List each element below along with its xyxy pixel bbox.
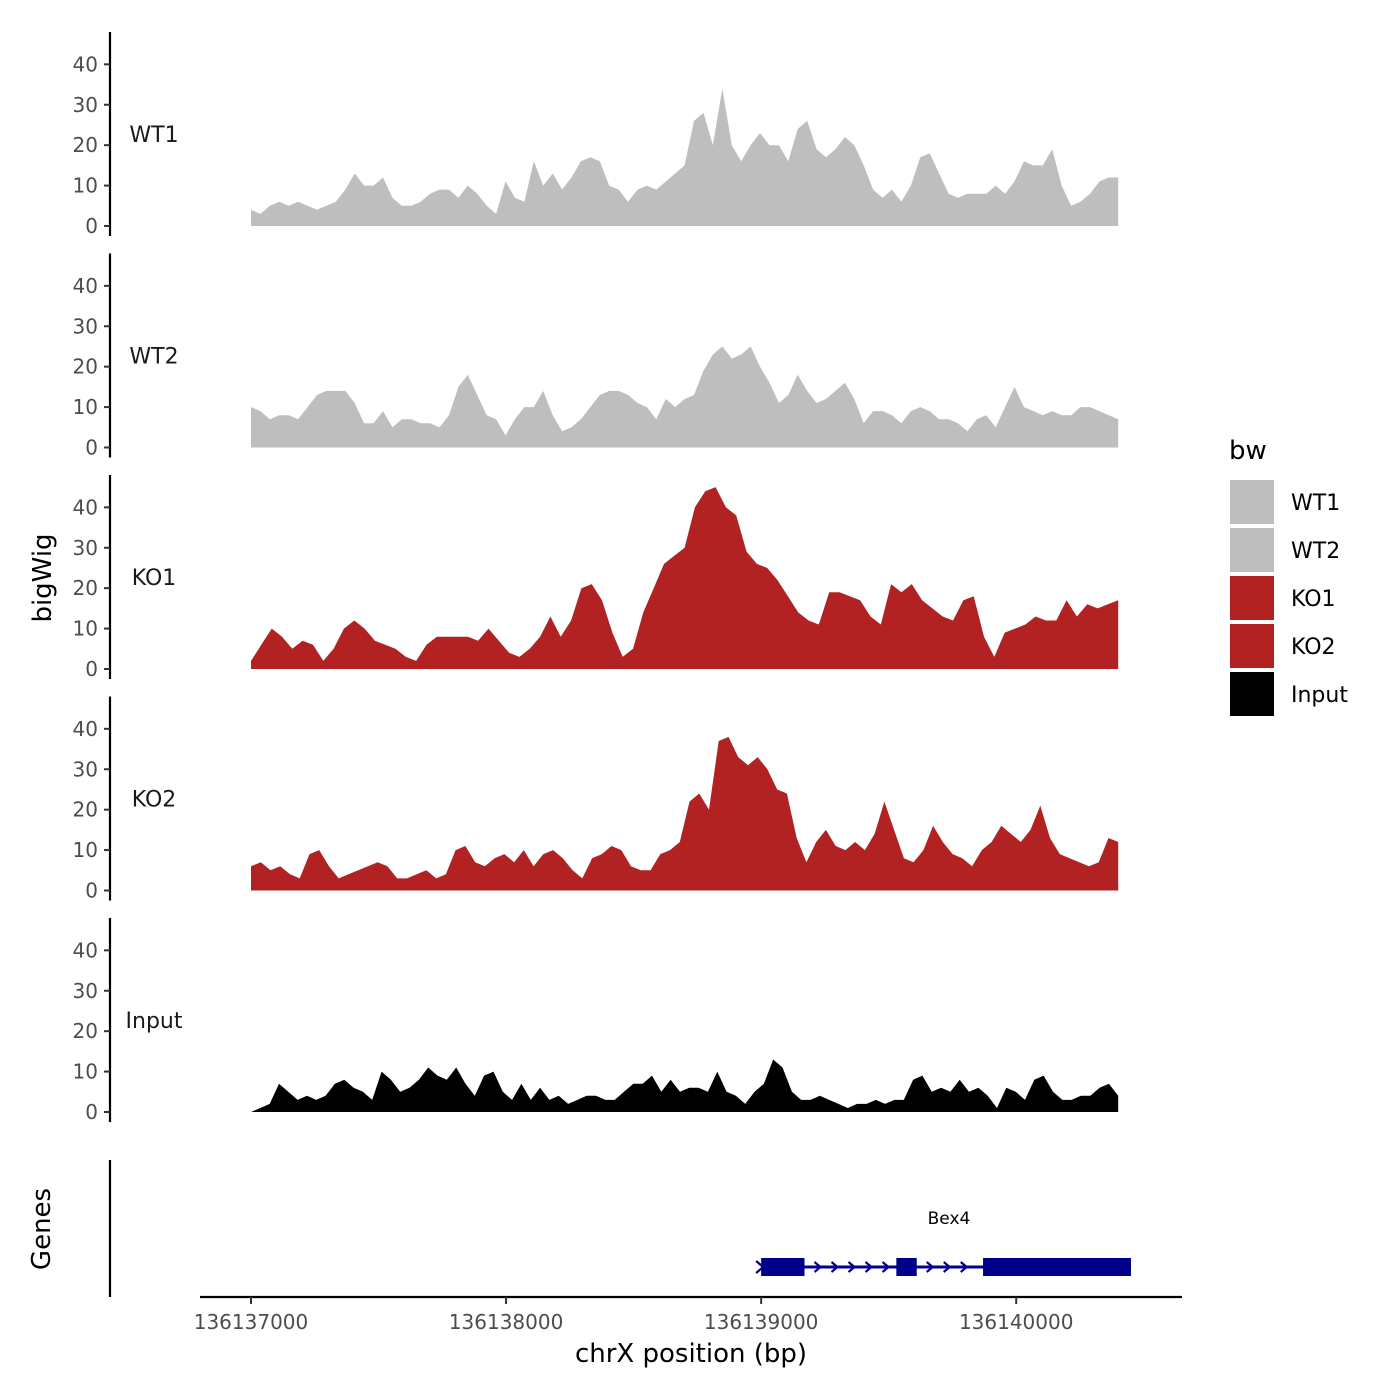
x-tick-label: 136138000 [449, 1310, 564, 1334]
strand-chevron [847, 1261, 857, 1273]
track-input: 0 10 20 30 40 Input [73, 918, 1119, 1124]
track-ko2: 0 10 20 30 40 KO2 [73, 696, 1119, 903]
strand-chevron [943, 1261, 952, 1273]
y-axis-title: bigWig [28, 533, 58, 622]
legend: bw WT1 WT2 KO1 KO2 Input [1229, 436, 1348, 716]
y-tick-label: 10 [73, 1060, 98, 1084]
x-axis: chrX position (bp) 136137000 136138000 136… [194, 1295, 1182, 1369]
y-tick-label: 20 [73, 1019, 98, 1043]
y-tick-label: 10 [73, 617, 98, 641]
gene-label-bex4: Bex4 [928, 1209, 971, 1229]
signal-area-ko1 [251, 487, 1119, 669]
strand-chevron [960, 1261, 969, 1273]
track-label-ko1: KO1 [132, 566, 177, 591]
y-tick-label: 40 [73, 717, 98, 741]
strand-chevron [813, 1261, 823, 1273]
y-tick-label: 40 [73, 495, 98, 519]
signal-area-ko2 [251, 736, 1119, 891]
y-tick-label: 30 [73, 93, 98, 117]
y-tick-label: 40 [73, 52, 98, 76]
y-tick-label: 0 [85, 214, 98, 238]
legend-label-wt2: WT2 [1291, 539, 1340, 564]
gene-model [755, 1258, 1131, 1276]
y-tick-label: 40 [73, 274, 98, 298]
gene-exon-1 [761, 1258, 805, 1276]
signal-area-wt2 [251, 346, 1119, 448]
gene-track-panel: Genes Bex4 [27, 1160, 1131, 1297]
track-ko1: 0 10 20 30 40 KO1 [73, 475, 1119, 681]
y-tick-label: 0 [85, 436, 98, 460]
x-tick-label: 136140000 [959, 1310, 1074, 1334]
y-tick-label: 20 [73, 133, 98, 157]
strand-chevron [830, 1261, 840, 1273]
strand-chevron [926, 1261, 935, 1273]
gene-exon-3 [983, 1258, 1131, 1276]
y-tick-label: 40 [73, 938, 98, 962]
track-label-input: Input [126, 1009, 183, 1034]
y-tick-label: 30 [73, 979, 98, 1003]
track-label-wt2: WT2 [129, 345, 178, 370]
legend-swatch-ko2 [1230, 624, 1274, 668]
gene-exon-2 [896, 1258, 917, 1276]
y-tick-label: 30 [73, 536, 98, 560]
y-tick-label: 20 [73, 355, 98, 379]
signal-area-input [251, 1059, 1119, 1112]
legend-label-input: Input [1291, 683, 1348, 708]
legend-swatch-ko1 [1230, 576, 1274, 620]
legend-title: bw [1229, 436, 1267, 466]
tracks: 0 10 20 30 40 WT1 0 10 20 30 40 WT2 0 10 20 30 40 KO1 0 10 2… [73, 32, 1119, 1124]
legend-label-wt1: WT1 [1291, 491, 1340, 516]
y-tick-label: 20 [73, 798, 98, 822]
y-tick-label: 10 [73, 395, 98, 419]
track-label-wt1: WT1 [129, 123, 178, 148]
strand-chevron [864, 1261, 874, 1273]
strand-chevron [881, 1261, 891, 1273]
y-tick-label: 30 [73, 314, 98, 338]
legend-label-ko1: KO1 [1291, 587, 1336, 612]
track-label-ko2: KO2 [132, 788, 177, 813]
legend-swatch-wt2 [1230, 528, 1274, 572]
y-tick-label: 20 [73, 576, 98, 600]
legend-swatch-wt1 [1230, 480, 1274, 524]
gene-track-title: Genes [27, 1188, 57, 1270]
legend-swatch-input [1230, 672, 1274, 716]
y-tick-label: 0 [85, 657, 98, 681]
y-tick-label: 10 [73, 838, 98, 862]
y-tick-label: 10 [73, 174, 98, 198]
y-tick-label: 0 [85, 1100, 98, 1124]
x-tick-label: 136139000 [704, 1310, 819, 1334]
y-tick-label: 30 [73, 757, 98, 781]
signal-area-wt1 [251, 88, 1119, 226]
legend-label-ko2: KO2 [1291, 635, 1336, 660]
y-tick-label: 0 [85, 879, 98, 903]
track-wt2: 0 10 20 30 40 WT2 [73, 253, 1119, 460]
track-wt1: 0 10 20 30 40 WT1 [73, 32, 1119, 238]
x-axis-title: chrX position (bp) [575, 1339, 807, 1369]
x-tick-label: 136137000 [194, 1310, 309, 1334]
